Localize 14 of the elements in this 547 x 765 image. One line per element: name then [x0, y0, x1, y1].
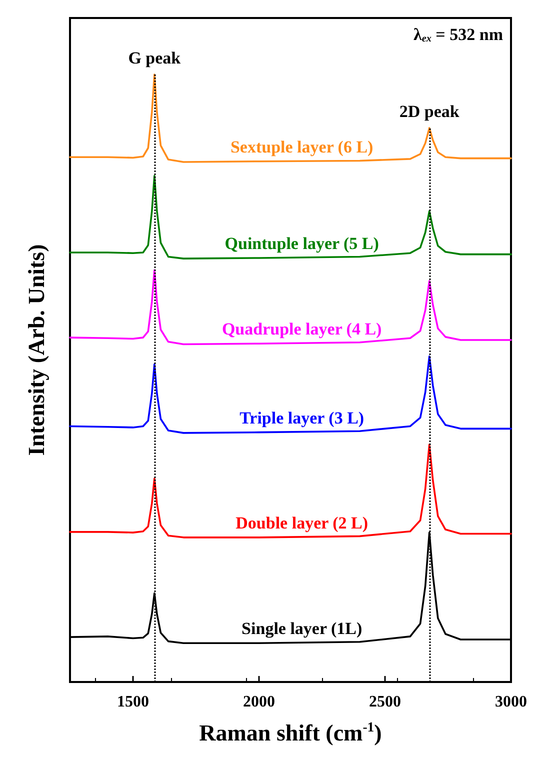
text: λex = 532 nm — [413, 25, 504, 44]
x-tick-label: 3000 — [495, 694, 527, 710]
ref-line-label: G peak — [128, 48, 182, 68]
series-label: Double layer (2 L) — [236, 513, 368, 532]
series-label: Triple layer (3 L) — [240, 408, 364, 428]
x-tick-label: 2500 — [369, 694, 401, 710]
x-tick-label: 1500 — [117, 694, 149, 710]
x-tick-label: 2000 — [243, 694, 275, 710]
series-label: Single layer (1L) — [242, 619, 362, 638]
series-label: Sextuple layer (6 L) — [230, 137, 374, 156]
ref-line-label: 2D peak — [399, 102, 460, 121]
y-axis-title: Intensity (Arb. Units) — [24, 244, 49, 456]
series-label: Quintuple layer (5 L) — [224, 234, 379, 253]
series-label: Quadruple layer (4 L) — [222, 320, 382, 339]
